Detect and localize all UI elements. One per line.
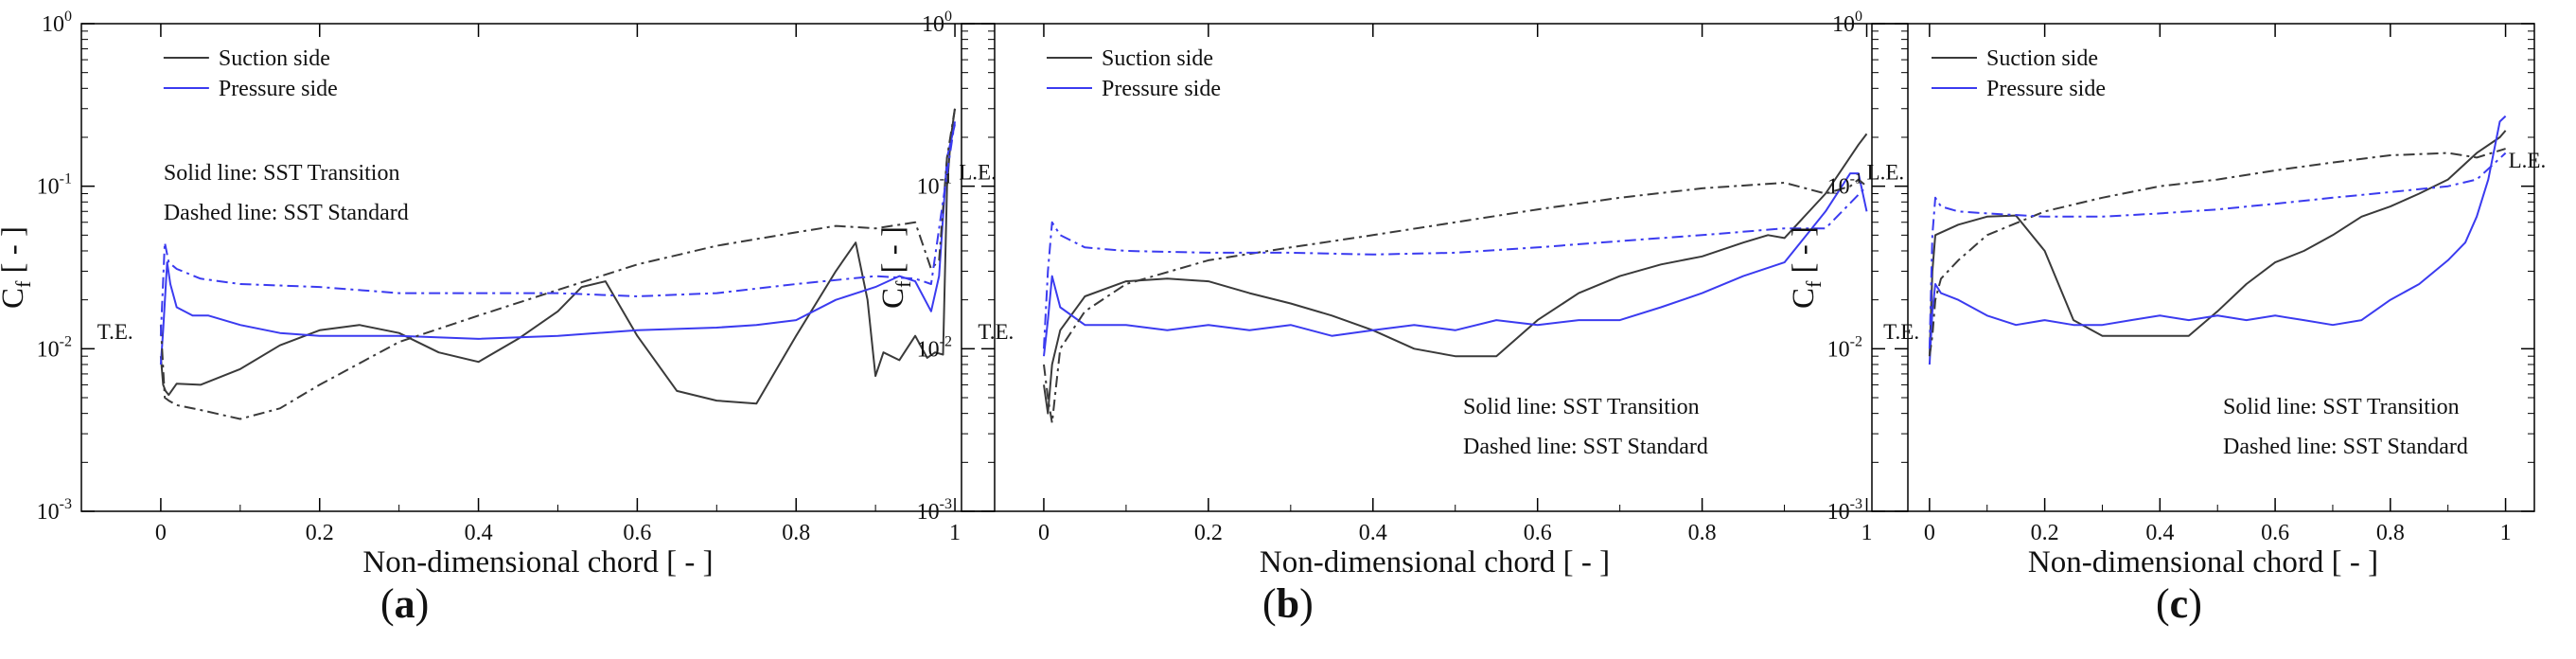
x-tick-label: 0.8 (782, 521, 810, 545)
y-tick-label: 100 (42, 9, 72, 37)
y-tick-label: 10-2 (37, 333, 72, 362)
y-tick-label: 100 (922, 9, 952, 37)
x-axis-label: Non-dimensional chord [ - ] (362, 545, 713, 579)
annotation-le: L.E. (2509, 149, 2547, 172)
series-line-suction-solid (1928, 130, 2507, 357)
x-tick-label: 0.4 (465, 521, 493, 545)
x-tick-label: 0.2 (2031, 521, 2059, 545)
x-axis-label: Non-dimensional chord [ - ] (2028, 545, 2378, 579)
series-line-pressure-dashed (159, 121, 956, 336)
y-tick-label: 10-3 (917, 496, 952, 525)
panel-label-b-letter: b (1276, 580, 1300, 627)
series-line-pressure-solid (1043, 172, 1868, 357)
series-line-suction-dashed (1043, 178, 1868, 424)
annotation-te: T.E. (1883, 320, 1919, 344)
series-line-suction-solid (1043, 133, 1868, 415)
x-tick-label: 1 (949, 521, 961, 545)
x-tick-label: 0.4 (1359, 521, 1387, 545)
x-tick-label: 1 (2500, 521, 2512, 545)
legend-label-pressure: Pressure side (1986, 77, 2106, 101)
annotation-le: L.E. (959, 161, 997, 185)
y-axis-label: Cf [ - ] (876, 226, 915, 309)
panel-label-c-letter: c (2169, 580, 2189, 627)
x-tick-label: 0.2 (1194, 521, 1223, 545)
legend-label-suction: Suction side (219, 46, 330, 71)
panel-label-a-letter: a (394, 580, 415, 627)
y-axis-label: Cf [ - ] (0, 226, 35, 309)
x-tick-label: 0.8 (1688, 521, 1717, 545)
series-line-pressure-solid (1928, 115, 2507, 365)
annotation-te: T.E. (978, 320, 1014, 344)
y-tick-label: 10-1 (37, 171, 72, 200)
x-tick-label: 0 (1038, 521, 1050, 545)
x-axis-label: Non-dimensional chord [ - ] (1260, 545, 1610, 579)
y-tick-label: 10-2 (1827, 333, 1862, 362)
note-line: Dashed line: SST Standard (164, 201, 409, 225)
y-tick-label: 10-2 (917, 333, 952, 362)
note-line: Dashed line: SST Standard (2223, 435, 2468, 459)
x-tick-label: 0.8 (2376, 521, 2405, 545)
series-line-suction-dashed (1928, 148, 2506, 357)
legend-label-pressure: Pressure side (219, 77, 338, 101)
y-tick-label: 10-3 (1827, 496, 1862, 525)
x-tick-label: 0.6 (1524, 521, 1552, 545)
plot-frame (1871, 23, 2535, 512)
annotation-le: L.E. (1867, 161, 1905, 185)
legend-label-suction: Suction side (1986, 46, 2098, 71)
annotation-te: T.E. (97, 320, 133, 344)
note-line: Solid line: SST Transition (164, 161, 400, 186)
panel-label-a: (a) (380, 580, 430, 627)
chart-panel-a: 0 0.2 0.4 0.6 0.8 110-310-210-1100Non-dimensi… (0, 9, 997, 579)
y-tick-label: 10-3 (37, 496, 72, 525)
series-line-pressure-dashed (1043, 186, 1868, 349)
x-tick-label: 0.2 (306, 521, 334, 545)
series-line-suction-solid (159, 108, 956, 405)
plot-frame (80, 23, 996, 512)
chart-panel-c: 0 0.2 0.4 0.6 0.8 110-310-210-1100Non-dimensi… (1787, 9, 2546, 579)
series-line-suction-dashed (159, 108, 956, 420)
y-axis-label: Cf [ - ] (1787, 226, 1826, 309)
plot-frame (961, 23, 1909, 512)
note-line: Dashed line: SST Standard (1463, 435, 1708, 459)
legend-label-suction: Suction side (1102, 46, 1213, 71)
series-line-pressure-solid (159, 124, 956, 365)
x-tick-label: 0.4 (2145, 521, 2174, 545)
x-tick-label: 0 (155, 521, 167, 545)
note-line: Solid line: SST Transition (2223, 395, 2460, 419)
series-line-pressure-dashed (1928, 151, 2507, 349)
panel-label-c: (c) (2156, 580, 2202, 627)
x-tick-label: 1 (1861, 521, 1873, 545)
x-tick-label: 0 (1924, 521, 1935, 545)
note-line: Solid line: SST Transition (1463, 395, 1700, 419)
x-tick-label: 0.6 (623, 521, 651, 545)
y-tick-label: 100 (1832, 9, 1862, 37)
chart-panel-b: 0 0.2 0.4 0.6 0.8 110-310-210-1100Non-dimensi… (876, 9, 1909, 579)
panel-label-b: (b) (1262, 580, 1314, 627)
x-tick-label: 0.6 (2261, 521, 2289, 545)
legend-label-pressure: Pressure side (1102, 77, 1221, 101)
